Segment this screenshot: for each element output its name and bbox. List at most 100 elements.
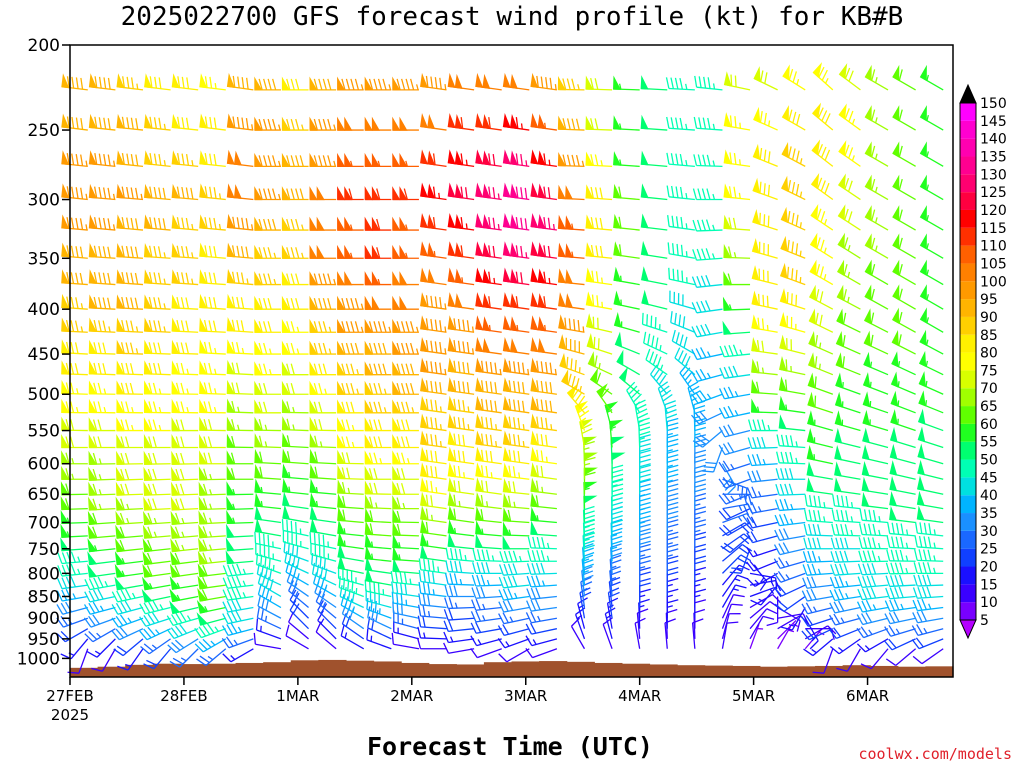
barb-full: [460, 217, 464, 229]
barb-full: [373, 383, 378, 395]
barb-full: [317, 610, 324, 621]
barb-half: [471, 326, 474, 333]
wind-barb: [858, 537, 889, 550]
barb-flag: [88, 73, 97, 89]
barb-half: [264, 615, 268, 622]
barb-shaft: [285, 635, 309, 650]
barb-full: [507, 563, 513, 575]
barb-full: [801, 630, 810, 641]
barb-full: [115, 602, 123, 614]
barb-full: [267, 534, 270, 547]
barb-half: [785, 404, 788, 411]
barb-half: [297, 573, 300, 580]
wind-barb: [585, 214, 613, 231]
barb-full: [498, 576, 505, 589]
wind-barb: [582, 505, 596, 536]
barb-full: [574, 392, 583, 403]
wind-barb: [88, 214, 116, 231]
wind-barb: [143, 398, 171, 414]
barb-full: [180, 436, 185, 448]
barb-full: [447, 620, 454, 632]
barb-flag: [530, 315, 539, 331]
barb-full: [610, 552, 623, 557]
barb-full: [236, 116, 240, 129]
barb-full: [203, 320, 208, 332]
barb-half: [232, 517, 236, 524]
barb-half: [577, 84, 580, 90]
barb-full: [824, 149, 831, 161]
barb-flag: [838, 140, 847, 157]
wind-barb: [443, 642, 475, 654]
barb-full: [226, 600, 233, 612]
wind-barb: [502, 492, 530, 510]
barb-flag: [199, 317, 208, 332]
barb-full: [396, 383, 401, 395]
barb-flag: [558, 292, 566, 308]
wind-barb: [604, 607, 616, 640]
barb-flag: [420, 377, 429, 393]
wind-barb: [226, 242, 254, 259]
wind-barb: [856, 638, 889, 653]
wind-barb: [558, 334, 585, 355]
barb-flag: [779, 355, 787, 372]
barb-full: [70, 362, 75, 375]
wind-barb: [861, 460, 889, 480]
barb-full: [258, 298, 263, 310]
barb-half: [210, 640, 216, 646]
barb-flag: [810, 172, 820, 190]
barb-full: [75, 187, 79, 199]
barb-full: [181, 153, 185, 165]
barb-full: [694, 75, 698, 88]
barb-flag: [170, 551, 180, 566]
barb-flag: [427, 268, 436, 284]
barb-full: [396, 419, 401, 431]
barb-half: [153, 517, 157, 524]
wind-barb: [447, 446, 475, 465]
barb-flag: [371, 244, 380, 259]
barb-shaft: [78, 648, 89, 674]
barb-full: [694, 536, 707, 541]
barb-full: [670, 77, 675, 89]
barb-full: [691, 302, 698, 314]
barb-flag: [837, 204, 846, 221]
wind-barb: [884, 638, 916, 651]
barb-full: [146, 552, 153, 564]
barb-full: [97, 382, 102, 395]
barb-full: [842, 356, 845, 368]
wind-barb: [281, 318, 309, 333]
wind-barb: [837, 259, 861, 286]
wind-barb: [723, 214, 751, 231]
barb-flag: [61, 339, 70, 354]
barb-flag: [199, 339, 208, 354]
barb-flag: [171, 466, 180, 481]
wind-barb: [417, 604, 447, 619]
barb-full: [319, 556, 322, 568]
barb-flag: [537, 214, 546, 230]
wind-barb: [226, 416, 254, 432]
barb-flag: [475, 149, 484, 165]
barb-half: [140, 193, 143, 200]
barb-full: [221, 625, 229, 636]
barb-full: [448, 597, 454, 609]
barb-full: [492, 153, 496, 166]
barb-flag: [537, 293, 546, 309]
barb-half: [757, 491, 762, 497]
barb-flag: [780, 175, 789, 192]
barb-shaft: [721, 623, 728, 649]
barb-full: [884, 626, 892, 637]
barb-flag: [392, 152, 401, 168]
wind-barb: [199, 434, 226, 449]
barb-flag: [199, 150, 208, 166]
barb-full: [527, 550, 532, 562]
wind-barb: [391, 581, 420, 598]
barb-full: [543, 217, 547, 229]
barb-full: [391, 591, 394, 604]
barb-half: [754, 579, 760, 585]
barb-full: [812, 537, 817, 549]
wind-barb: [166, 623, 199, 640]
barb-full: [70, 245, 75, 258]
barb-flag: [454, 73, 463, 89]
barb-flag: [837, 232, 845, 249]
wind-barb: [140, 638, 171, 655]
barb-full: [202, 624, 211, 635]
